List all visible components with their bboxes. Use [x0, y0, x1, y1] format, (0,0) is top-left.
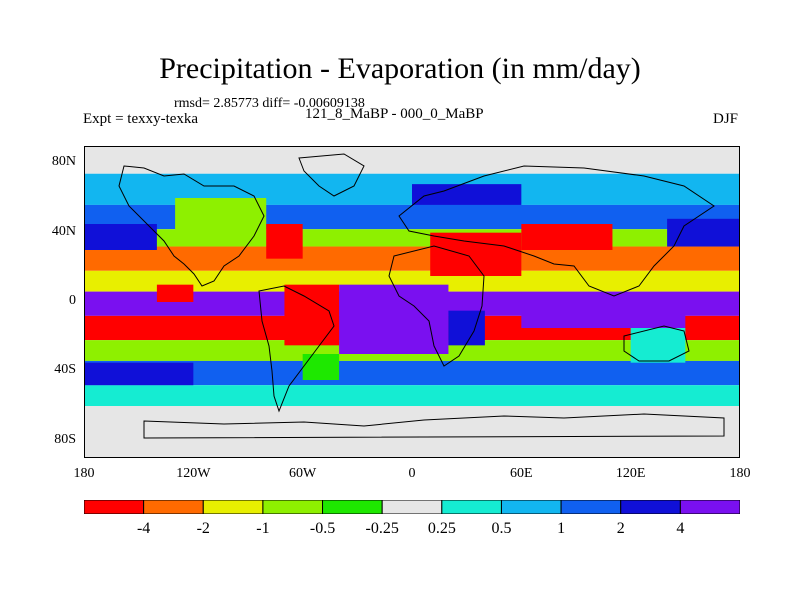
y-tick-label: 80S [54, 431, 76, 447]
field-patch [667, 218, 740, 247]
australia-coast [623, 325, 690, 362]
colorbar-label: -0.5 [309, 520, 336, 537]
experiment-label: Expt = texxy-texka [83, 111, 199, 127]
field-patch [284, 284, 340, 346]
field-patch [84, 362, 194, 386]
south-america-coast [258, 285, 335, 413]
eurasia-coast [398, 165, 715, 297]
plot-frame [84, 146, 740, 458]
colorbar-label: -4 [136, 520, 151, 537]
greenland-coast [298, 153, 365, 197]
north-america-coast [118, 165, 265, 287]
coastline-layer [118, 153, 725, 439]
colorbar-swatch [500, 500, 562, 514]
field-patch [448, 310, 485, 346]
colorbar-swatch [202, 500, 264, 514]
field-patch [84, 224, 157, 250]
colorbar-swatch [679, 500, 740, 514]
field-patch [266, 224, 303, 259]
colorbar-label: -1 [256, 520, 270, 537]
chart-title: Precipitation - Evaporation (in mm/day) [159, 52, 641, 85]
colorbar [84, 500, 740, 514]
colorbar-label: 4 [676, 520, 685, 537]
field-patch [302, 354, 340, 380]
colorbar-swatch [143, 500, 204, 514]
field-patch [175, 198, 267, 242]
colorbar-swatch [381, 500, 443, 514]
field-patch [521, 293, 686, 328]
zonal-band [84, 385, 740, 406]
x-tick-label: 120W [176, 466, 211, 481]
colorbar-swatch [84, 500, 145, 514]
y-tick-label: 40N [51, 223, 76, 239]
y-tick-label: 0 [69, 293, 76, 308]
map-plot [84, 146, 740, 458]
x-tick-label: 120E [615, 466, 646, 481]
season-label: DJF [712, 111, 738, 127]
field-patch [156, 284, 194, 302]
x-tick-label: 60W [289, 466, 317, 481]
period-label: 121_8_MaBP - 000_0_MaBP [305, 106, 484, 122]
zonal-band [84, 246, 740, 271]
field-layer [84, 146, 740, 458]
colorbar-label: 0.5 [491, 520, 512, 537]
colorbar-swatch [322, 500, 383, 514]
colorbar-label: -0.25 [365, 520, 399, 537]
x-tick-label: 0 [408, 466, 416, 481]
y-tick-label: 80N [51, 154, 76, 170]
zonal-band [84, 270, 740, 292]
x-tick-label: 180 [73, 466, 95, 481]
colorbar-label: 1 [557, 520, 566, 537]
colorbar-swatch [560, 500, 622, 514]
field-patch [412, 184, 522, 205]
colorbar-label: 0.25 [427, 520, 456, 537]
y-tick-label: 40S [54, 362, 76, 378]
x-tick-label: 180 [729, 466, 751, 481]
antarctica-coast [143, 413, 725, 439]
colorbar-swatch [262, 500, 324, 514]
africa-coast [388, 245, 485, 367]
stats-line: rmsd= 2.85773 diff= -0.00609138 [174, 96, 365, 111]
colorbar-label: 2 [616, 520, 625, 537]
zonal-band [84, 146, 740, 174]
colorbar-label: -2 [196, 520, 210, 537]
field-patch [339, 284, 449, 354]
field-patch [430, 232, 522, 276]
colorbar-swatch [441, 500, 502, 514]
colorbar-swatch [620, 500, 681, 514]
field-patch [521, 224, 613, 250]
x-tick-label: 60E [510, 466, 533, 481]
